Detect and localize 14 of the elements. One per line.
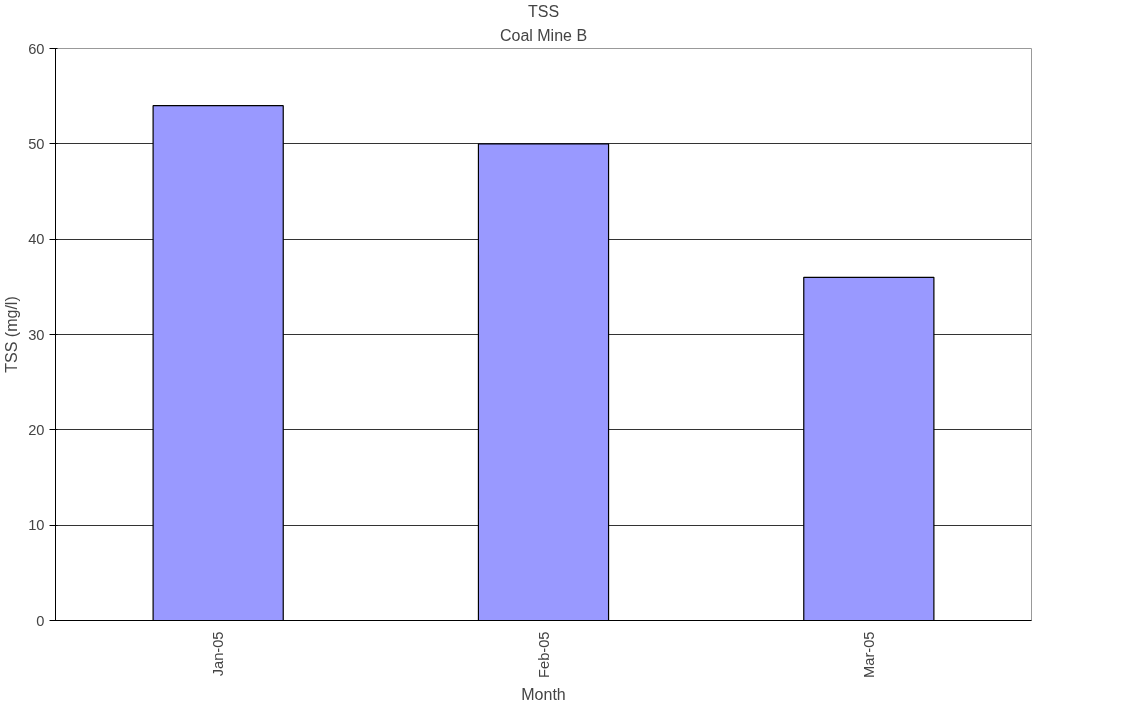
x-tick-label: Jan-05: [210, 631, 227, 677]
y-tick-label: 60: [28, 40, 45, 57]
y-axis-title: TSS (mg/l): [3, 296, 21, 373]
chart-subtitle: Coal Mine B: [499, 26, 588, 44]
x-tick-label: Feb-05: [535, 631, 552, 678]
y-tick-label: 20: [28, 421, 45, 438]
chart-title: TSS: [527, 2, 560, 20]
y-tick-label: 10: [28, 517, 45, 534]
x-axis-title: Month: [521, 685, 566, 703]
y-tick-label: 40: [28, 231, 45, 248]
y-tick-label: 0: [36, 612, 45, 629]
x-tick-label: Mar-05: [860, 631, 877, 678]
y-tick-label: 30: [28, 326, 45, 343]
y-tick-label: 50: [28, 135, 45, 152]
